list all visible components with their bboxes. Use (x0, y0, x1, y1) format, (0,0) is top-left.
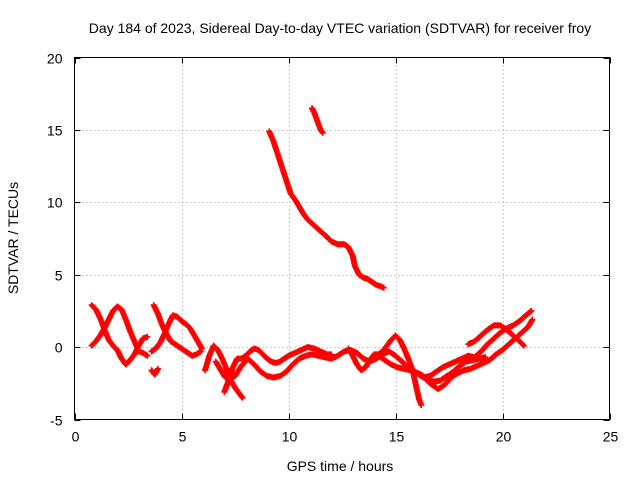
data-point (319, 129, 326, 136)
y-tick-label: -5 (50, 413, 63, 429)
data-point (154, 365, 161, 372)
data-points (88, 105, 536, 409)
data-point (144, 333, 151, 340)
y-axis-label: SDTVAR / TECUs (5, 182, 21, 294)
y-tick-label: 5 (55, 268, 63, 284)
series-arc-low-11 (422, 316, 536, 393)
y-tick-label: 0 (55, 340, 63, 356)
x-tick-label: 15 (389, 429, 405, 445)
data-point (239, 394, 246, 401)
data-point (527, 308, 534, 315)
x-axis-label: GPS time / hours (287, 458, 394, 474)
series-arc-high-1 (266, 128, 387, 291)
grid-lines (74, 57, 610, 420)
data-point (529, 316, 536, 323)
series-arc-low-12 (465, 322, 527, 349)
series-arc-low-5 (148, 365, 161, 378)
x-tick-label: 10 (282, 429, 298, 445)
y-tick-label: 20 (47, 51, 63, 67)
data-point (198, 345, 205, 352)
x-tick-label: 20 (496, 429, 512, 445)
series-arc-low-2 (88, 302, 151, 368)
plot-frame (74, 57, 610, 420)
y-tick-labels: -5 0 5 10 15 20 (47, 51, 63, 429)
y-tick-label: 10 (47, 195, 63, 211)
data-point (380, 284, 387, 291)
x-tick-labels: 0 5 10 15 20 25 (72, 429, 619, 445)
data-point (418, 402, 425, 409)
series-arc-low-7 (221, 344, 335, 395)
axis-ticks (74, 57, 611, 421)
x-tick-label: 5 (179, 429, 187, 445)
series-arc-low-4 (148, 312, 205, 355)
data-point (519, 341, 526, 348)
chart-title: Day 184 of 2023, Sidereal Day-to-day VTE… (89, 20, 591, 36)
data-point (520, 342, 527, 349)
x-tick-label: 25 (603, 429, 619, 445)
data-point (144, 352, 151, 359)
data-point (528, 307, 535, 314)
series-arc-high-2 (309, 105, 326, 136)
x-tick-label: 0 (72, 429, 80, 445)
y-tick-label: 15 (47, 123, 63, 139)
data-point (238, 393, 245, 400)
